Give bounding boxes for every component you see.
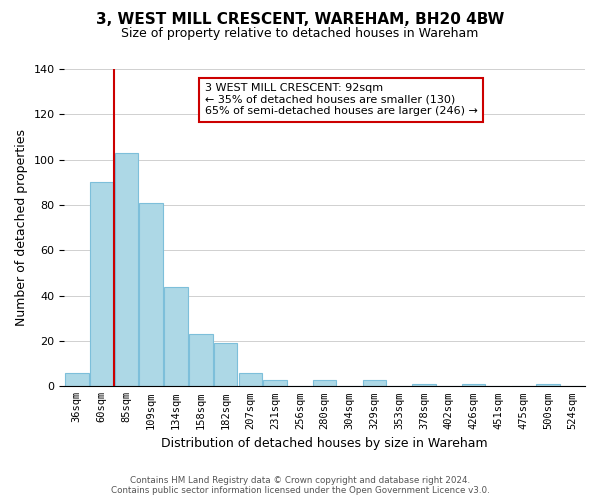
X-axis label: Distribution of detached houses by size in Wareham: Distribution of detached houses by size … [161,437,488,450]
Text: 3 WEST MILL CRESCENT: 92sqm
← 35% of detached houses are smaller (130)
65% of se: 3 WEST MILL CRESCENT: 92sqm ← 35% of det… [205,84,478,116]
Bar [139,202,163,386]
Bar [90,182,113,386]
Bar [65,372,89,386]
Bar [412,384,436,386]
Bar [461,384,485,386]
Bar [189,334,212,386]
Bar [214,343,238,386]
Bar [362,380,386,386]
Bar [164,286,188,386]
Bar [536,384,560,386]
Text: Size of property relative to detached houses in Wareham: Size of property relative to detached ho… [121,28,479,40]
Bar [115,153,138,386]
Bar [313,380,337,386]
Bar [263,380,287,386]
Bar [239,372,262,386]
Text: 3, WEST MILL CRESCENT, WAREHAM, BH20 4BW: 3, WEST MILL CRESCENT, WAREHAM, BH20 4BW [96,12,504,28]
Y-axis label: Number of detached properties: Number of detached properties [15,129,28,326]
Text: Contains HM Land Registry data © Crown copyright and database right 2024.
Contai: Contains HM Land Registry data © Crown c… [110,476,490,495]
